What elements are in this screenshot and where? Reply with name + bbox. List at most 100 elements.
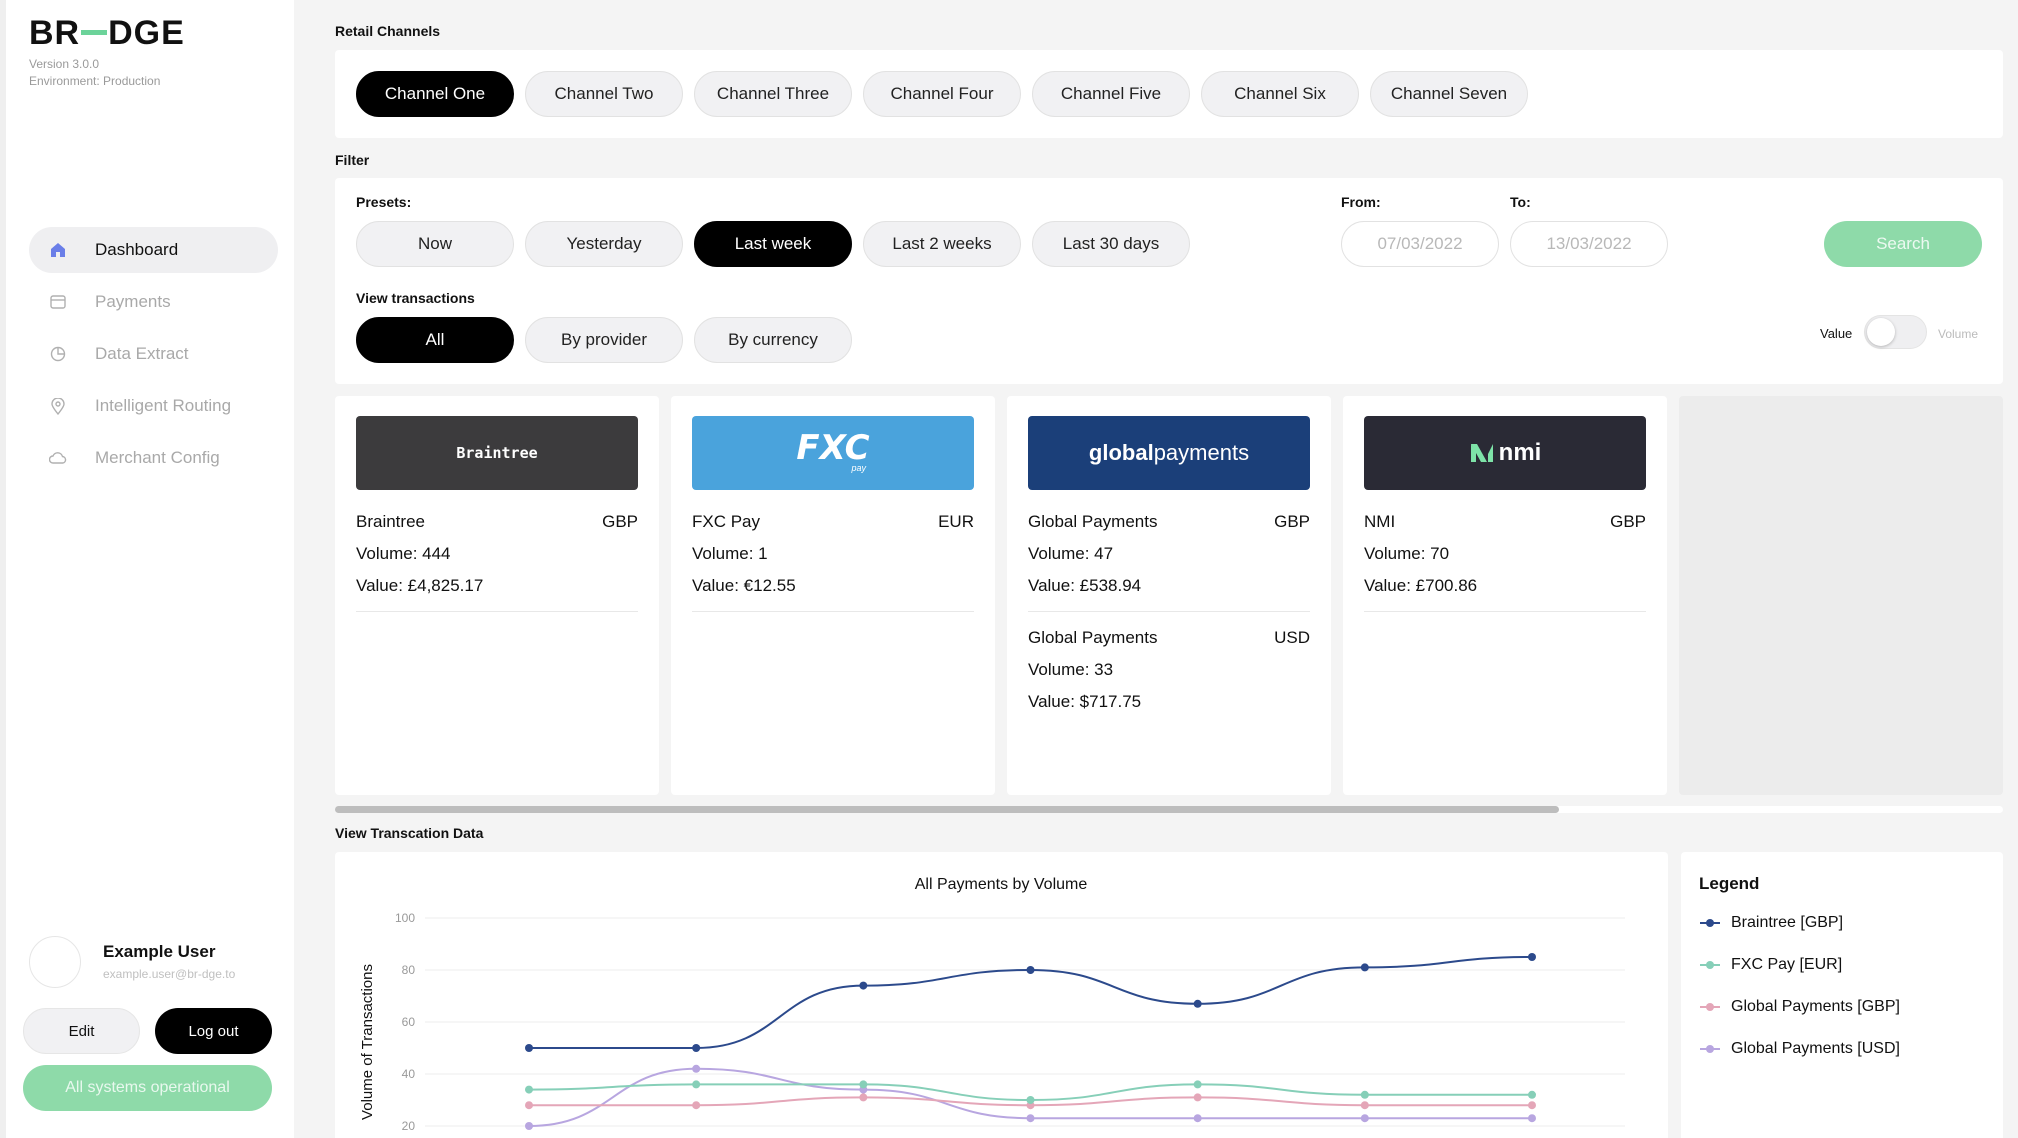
- channel-three-tab[interactable]: Channel Three: [694, 71, 852, 117]
- to-label: To:: [1510, 194, 1531, 210]
- provider-value: Value: £700.86: [1364, 576, 1478, 595]
- brand-dash: [81, 29, 108, 35]
- sidebar-item-dashboard[interactable]: Dashboard: [29, 227, 278, 273]
- brand-name-left: BR: [29, 14, 81, 52]
- brand-name-right: DGE: [108, 14, 185, 52]
- data-point: [1193, 1093, 1202, 1102]
- legend-item[interactable]: Global Payments [GBP]: [1699, 998, 1900, 1016]
- legend-marker-icon: [1700, 961, 1720, 969]
- data-point: [1528, 953, 1536, 961]
- data-point: [525, 1085, 533, 1094]
- provider-volume: Volume: 70: [1364, 544, 1450, 563]
- value-volume-toggle[interactable]: [1864, 315, 1927, 349]
- view-by-currency-button[interactable]: By currency: [694, 317, 852, 363]
- data-point: [1026, 1114, 1035, 1123]
- preset-last-week-button[interactable]: Last week: [694, 221, 852, 267]
- legend-item-label: Global Payments [GBP]: [1731, 998, 1900, 1015]
- provider-name: NMI: [1364, 512, 1396, 531]
- transaction-data-title: View Transcation Data: [335, 825, 484, 841]
- provider-currency: GBP: [602, 512, 638, 531]
- retail-channels-title: Retail Channels: [335, 23, 441, 39]
- logout-button[interactable]: Log out: [155, 1008, 272, 1054]
- search-button[interactable]: Search: [1824, 221, 1982, 267]
- channel-six-tab[interactable]: Channel Six: [1201, 71, 1359, 117]
- sidebar-item-data-extract[interactable]: Data Extract: [29, 331, 278, 377]
- sidebar-item-label: Intelligent Routing: [95, 396, 232, 415]
- preset-last-2-weeks-button[interactable]: Last 2 weeks: [863, 221, 1021, 267]
- data-point: [859, 1080, 868, 1089]
- scrollbar-thumb[interactable]: [335, 806, 1559, 813]
- filter-panel: Presets: Now Yesterday Last week Last 2 …: [335, 178, 2003, 384]
- toggle-volume-label: Volume: [1938, 327, 1979, 341]
- user-profile: Example User example.user@br-dge.to: [29, 936, 278, 988]
- cloud-icon: [49, 449, 67, 467]
- chart-panel: All Payments by Volume 100 80 60 40 20 Volume …: [335, 852, 1668, 1138]
- pie-icon: [49, 345, 67, 363]
- sidebar-nav: Dashboard Payments Data Extract Intellig…: [29, 227, 278, 487]
- provider-entry-name: Global Payments USD: [1028, 628, 1310, 648]
- filter-title: Filter: [335, 152, 370, 168]
- channels-panel: Channel One Channel Two Channel Three Ch…: [335, 50, 2003, 138]
- pin-icon: [49, 397, 67, 415]
- sidebar: BR DGE Version 3.0.0 Environment: Product…: [0, 0, 294, 1138]
- preset-now-button[interactable]: Now: [356, 221, 514, 267]
- braintree-logo: Braintree: [356, 416, 638, 490]
- provider-value: Value: £4,825.17: [356, 576, 484, 595]
- provider-value: Value: €12.55: [692, 576, 796, 595]
- preset-yesterday-button[interactable]: Yesterday: [525, 221, 683, 267]
- channel-two-tab[interactable]: Channel Two: [525, 71, 683, 117]
- brand-logo[interactable]: BR DGE: [29, 14, 185, 53]
- legend-panel: Legend Braintree [GBP] FXC Pay [EUR] Globa…: [1681, 852, 2003, 1138]
- data-point: [1026, 966, 1035, 974]
- channel-four-tab[interactable]: Channel Four: [863, 71, 1021, 117]
- legend-item[interactable]: FXC Pay [EUR]: [1699, 956, 1842, 974]
- home-icon: [49, 241, 67, 259]
- toggle-value-label: Value: [1820, 326, 1853, 341]
- channel-five-tab[interactable]: Channel Five: [1032, 71, 1190, 117]
- view-transactions-label: View transactions: [356, 290, 475, 306]
- channel-one-tab[interactable]: Channel One: [356, 71, 514, 117]
- fxc-logo-text: FXC: [796, 428, 870, 468]
- legend-item[interactable]: Braintree [GBP]: [1699, 914, 1843, 932]
- provider-value: Value: £538.94: [1028, 576, 1142, 595]
- legend-item[interactable]: Global Payments [USD]: [1699, 1040, 1900, 1058]
- sidebar-item-merchant-config[interactable]: Merchant Config: [29, 435, 278, 481]
- provider-card-fxc-pay: FXC pay FXC Pay EUR Volume: 1 Value: €12.…: [671, 396, 995, 795]
- divider: [356, 611, 638, 612]
- view-all-button[interactable]: All: [356, 317, 514, 363]
- provider-value: Value: $717.75: [1028, 692, 1142, 711]
- divider: [1364, 611, 1646, 612]
- nmi-logo-text: nmi: [1498, 439, 1542, 466]
- legend-marker-icon: [1700, 1003, 1720, 1011]
- channel-seven-tab[interactable]: Channel Seven: [1370, 71, 1528, 117]
- divider: [1028, 611, 1310, 612]
- global-logo-text: payments: [1153, 440, 1250, 465]
- provider-name: Global Payments: [1028, 628, 1158, 647]
- fxc-pay-logo: FXC pay: [692, 416, 974, 490]
- provider-entry-name: Global Payments GBP: [1028, 512, 1310, 532]
- data-point: [1528, 1101, 1536, 1110]
- sidebar-item-intelligent-routing[interactable]: Intelligent Routing: [29, 383, 278, 429]
- view-by-provider-button[interactable]: By provider: [525, 317, 683, 363]
- from-date-field[interactable]: 07/03/2022: [1341, 221, 1499, 267]
- environment-text: Environment: Production: [29, 74, 161, 88]
- y-tick-label: 100: [395, 911, 415, 925]
- provider-entry-name: FXC Pay EUR: [692, 512, 974, 532]
- y-tick-label: 40: [402, 1067, 416, 1081]
- avatar: [29, 936, 81, 988]
- cards-scrollbar[interactable]: [335, 806, 2003, 813]
- provider-volume: Volume: 444: [356, 544, 451, 563]
- toggle-knob: [1867, 318, 1895, 346]
- braintree-logo-text: Braintree: [456, 444, 538, 462]
- data-point: [692, 1101, 701, 1110]
- fxc-logo-sub: pay: [851, 463, 866, 473]
- preset-last-30-days-button[interactable]: Last 30 days: [1032, 221, 1190, 267]
- provider-currency: USD: [1274, 628, 1310, 647]
- divider: [692, 611, 974, 612]
- data-point: [525, 1122, 533, 1130]
- to-date-field[interactable]: 13/03/2022: [1510, 221, 1668, 267]
- chart-title: All Payments by Volume: [915, 876, 1088, 893]
- y-tick-label: 80: [402, 963, 416, 977]
- sidebar-item-payments[interactable]: Payments: [29, 279, 278, 325]
- edit-button[interactable]: Edit: [23, 1008, 140, 1054]
